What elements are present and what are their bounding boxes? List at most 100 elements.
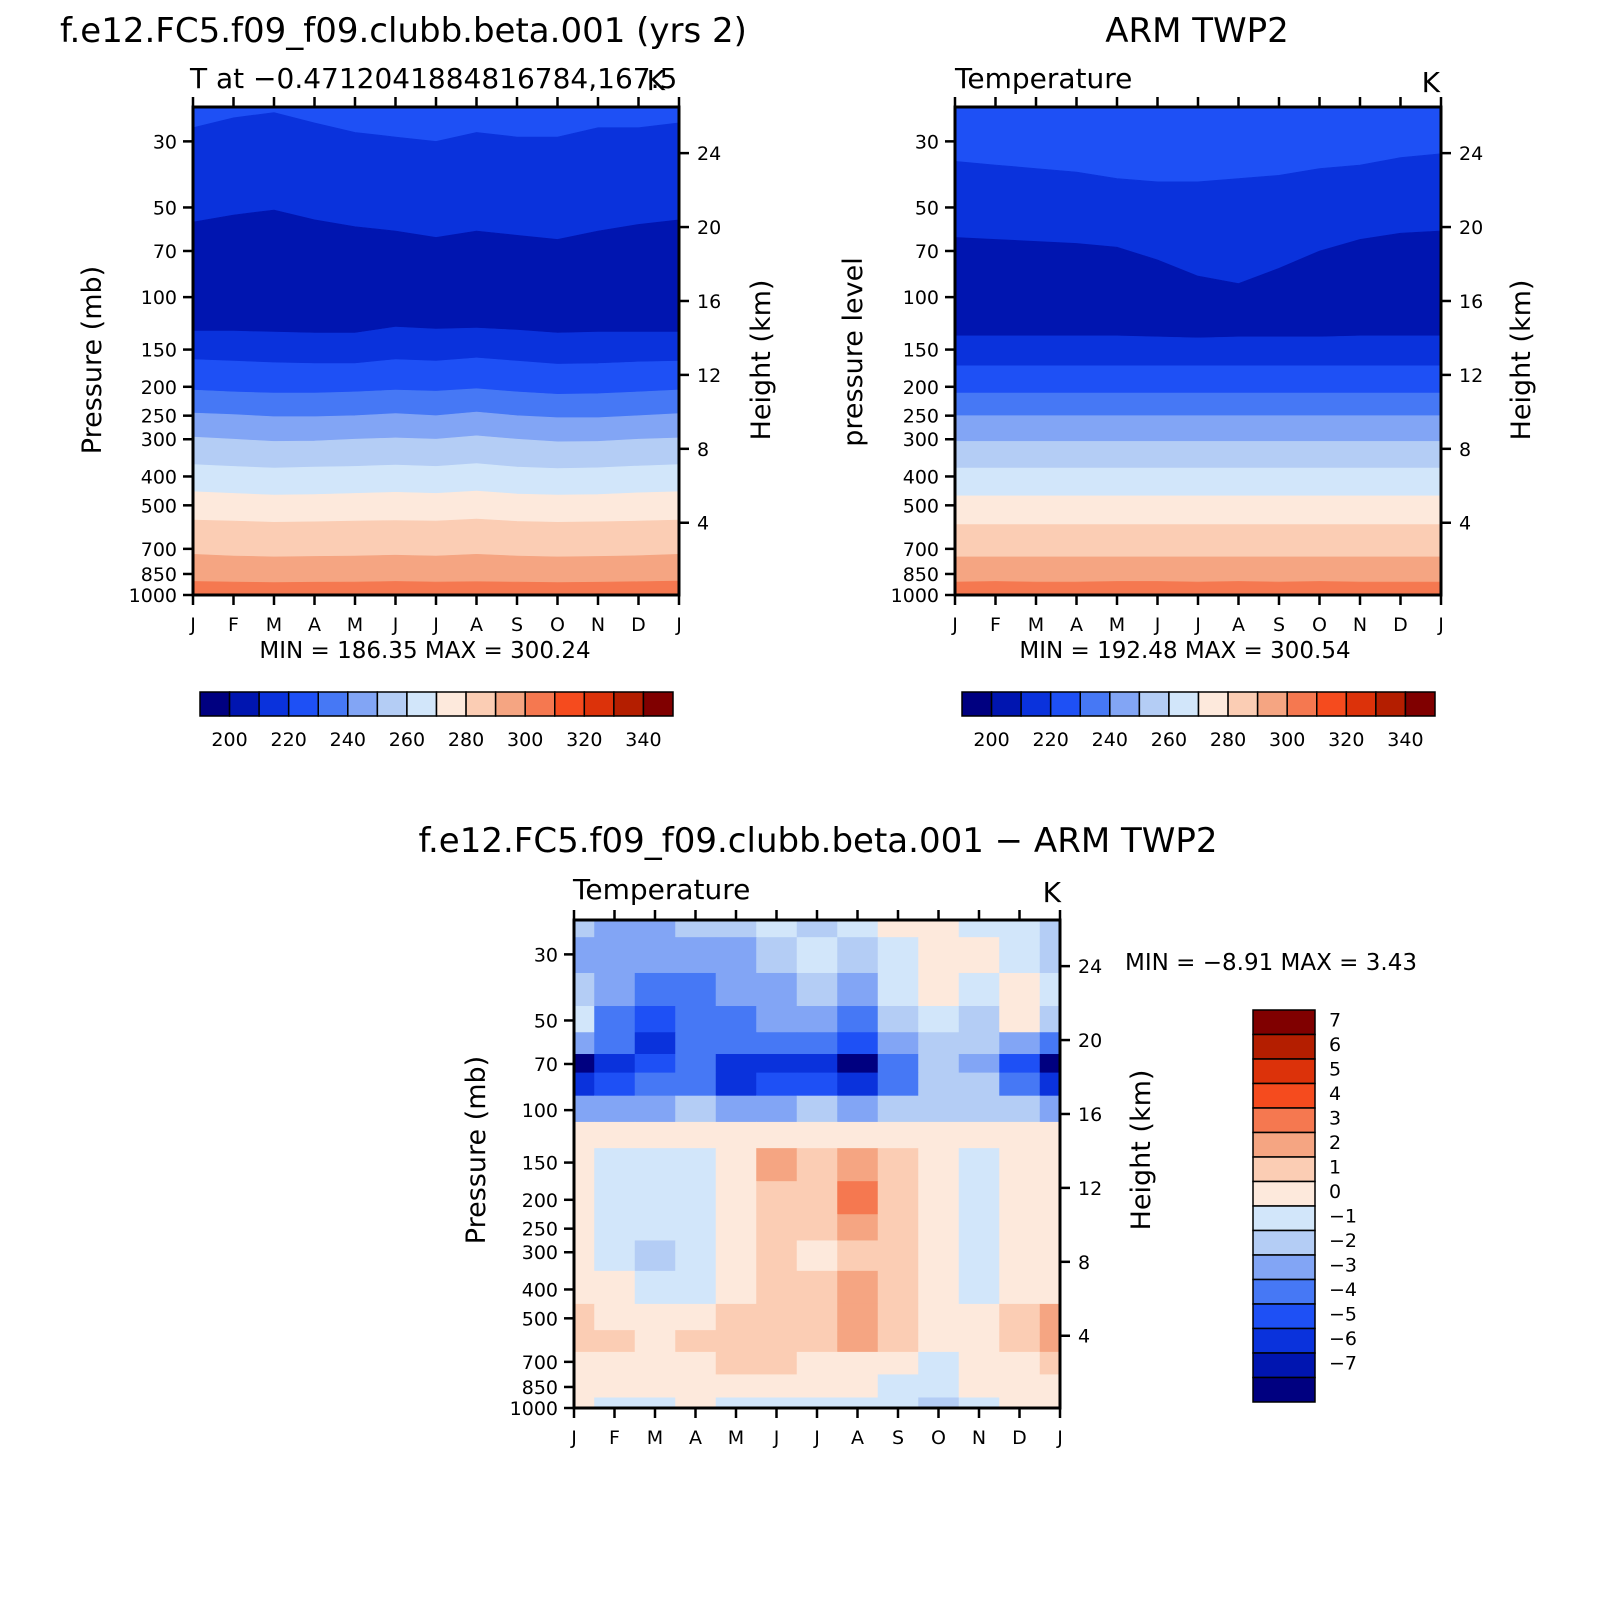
diff-field-cell	[756, 1303, 798, 1331]
diff-y-right-tick-label: 4	[1078, 1326, 1090, 1348]
diff-field-cell	[715, 1006, 757, 1033]
diff-field-cell	[756, 1240, 798, 1272]
model-y-tick-label: 200	[141, 377, 177, 399]
diff-colorbar-swatch	[1252, 1278, 1316, 1305]
diff-field-cell	[594, 1240, 636, 1272]
diff-field-cell	[958, 1270, 1000, 1305]
diff-field-cell	[958, 937, 1000, 974]
diff-y-right-tick-label: 20	[1078, 1030, 1102, 1052]
diff-field-cell	[999, 1148, 1041, 1182]
diff-field-cell	[958, 1214, 1000, 1241]
diff-colorbar-label: 2	[1329, 1132, 1341, 1154]
diff-field-cell	[837, 1351, 879, 1375]
model-colorbar-swatch	[613, 691, 645, 717]
model-y-tick-label: 500	[141, 495, 177, 517]
diff-field-cell	[756, 1006, 798, 1033]
diff-field-cell	[756, 1214, 798, 1241]
diff-field-cell	[594, 1095, 636, 1123]
diff-field-cell	[1039, 1214, 1061, 1241]
diff-field-cell	[796, 1270, 838, 1305]
obs-contour-band	[954, 365, 1442, 394]
diff-field-cell	[634, 1240, 676, 1272]
diff-field-cell	[715, 1181, 757, 1215]
diff-field-cell	[634, 1330, 676, 1353]
diff-field-cell	[594, 1054, 636, 1074]
obs-x-tick-label: J	[951, 614, 958, 636]
diff-y-tick-label: 400	[522, 1279, 558, 1301]
diff-field-cell	[958, 1330, 1000, 1353]
diff-colorbar-label: −2	[1329, 1230, 1357, 1252]
diff-x-tick-label: D	[1012, 1427, 1027, 1449]
diff-field-cell	[958, 1032, 1000, 1055]
diff-y-right-tick-label: 12	[1078, 1178, 1102, 1200]
diff-colorbar-label: 0	[1329, 1181, 1341, 1203]
obs-y-right-tick-label: 8	[1459, 439, 1471, 461]
diff-field-cell	[634, 1351, 676, 1375]
diff-field-cell	[594, 972, 636, 1007]
diff-x-tick-label: J	[813, 1427, 820, 1449]
obs-y-tick-label: 850	[903, 564, 939, 586]
diff-field-cell	[574, 1214, 595, 1241]
diff-x-tick-label: J	[1056, 1427, 1063, 1449]
diff-field-cell	[715, 1054, 757, 1074]
model-x-tick-label: J	[189, 614, 196, 636]
diff-field-cell	[837, 1121, 879, 1149]
diff-field-cell	[634, 1148, 676, 1182]
obs-panel-title: ARM TWP2	[1105, 11, 1289, 51]
diff-field-cell	[756, 1330, 798, 1353]
obs-contour-band	[954, 467, 1442, 497]
diff-field-cell	[796, 1054, 838, 1074]
diff-field-cell	[574, 1374, 595, 1398]
obs-x-tick-label: J	[1194, 614, 1201, 636]
diff-field-cell	[756, 1148, 798, 1182]
diff-field-cell	[796, 1374, 838, 1398]
diff-field-cell	[594, 1374, 636, 1398]
diff-field-cell	[574, 1148, 595, 1182]
diff-field-cell	[877, 1072, 919, 1097]
diff-field-cell	[634, 972, 676, 1007]
model-contour-band	[192, 553, 680, 583]
diff-field-cell	[756, 1397, 798, 1409]
diff-x-tick-label: M	[647, 1427, 663, 1449]
diff-colorbar-swatch	[1252, 1033, 1316, 1060]
obs-colorbar-swatch	[1109, 691, 1141, 717]
obs-colorbar: 200 220 240 260 280 300 320 340	[961, 691, 1436, 751]
diff-field-cell	[999, 1072, 1041, 1097]
diff-field-cell	[877, 1240, 919, 1272]
model-x-tick-label: M	[347, 614, 363, 636]
model-y-tick-label: 1000	[129, 585, 177, 607]
obs-colorbar-swatch	[1049, 691, 1081, 717]
diff-field-cell	[837, 1181, 879, 1215]
diff-field-cell	[634, 920, 676, 938]
diff-field-cell	[574, 1330, 595, 1353]
diff-field-cell	[675, 1054, 717, 1074]
diff-colorbar-swatch	[1252, 1058, 1316, 1085]
model-colorbar-label: 220	[271, 729, 307, 751]
diff-colorbar-swatch	[1252, 1131, 1316, 1158]
diff-field-cell	[634, 1095, 676, 1123]
diff-field-cell	[675, 1374, 717, 1398]
diff-field-cell	[634, 1054, 676, 1074]
model-x-tick-label: J	[432, 614, 439, 636]
diff-field-cell	[918, 1181, 960, 1215]
diff-field-cell	[1039, 1032, 1061, 1055]
model-y-right-tick-label: 16	[697, 291, 721, 313]
diff-field-cell	[999, 1374, 1041, 1398]
model-colorbar-swatch	[554, 691, 586, 717]
obs-contour-band	[954, 392, 1442, 417]
diff-field-cell	[675, 1032, 717, 1055]
diff-colorbar-swatch	[1252, 1107, 1316, 1134]
diff-field-cell	[634, 1303, 676, 1331]
obs-colorbar-swatch	[1138, 691, 1170, 717]
model-colorbar-label: 260	[389, 729, 425, 751]
diff-field-cell	[796, 1072, 838, 1097]
diff-field-cell	[999, 1330, 1041, 1353]
model-colorbar-swatch	[524, 691, 556, 717]
diff-field-cell	[715, 1374, 757, 1398]
model-colorbar-swatch	[287, 691, 319, 717]
diff-field-cell	[715, 1330, 757, 1353]
diff-y-tick-label: 250	[522, 1219, 558, 1241]
obs-y-tick-label: 30	[915, 131, 939, 153]
diff-field-cell	[756, 972, 798, 1007]
